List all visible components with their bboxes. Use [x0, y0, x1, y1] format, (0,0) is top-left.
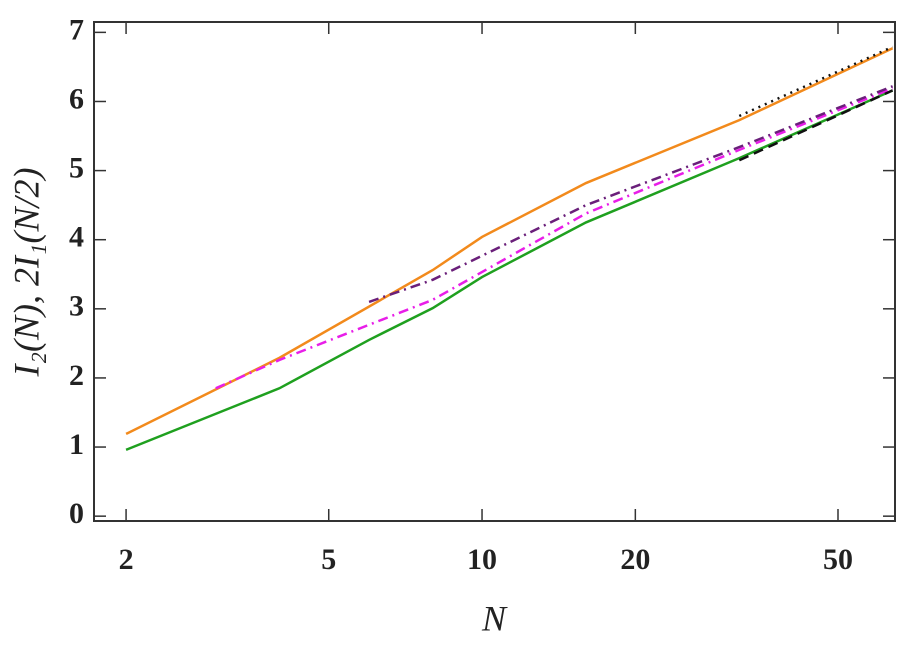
line-series — [738, 45, 894, 118]
y-tick-label: 6 — [69, 82, 84, 115]
y-tick-label: 4 — [69, 221, 84, 254]
y-tick-label: 7 — [69, 13, 84, 46]
x-tick-label: 10 — [467, 543, 497, 576]
y-tick-label: 0 — [69, 497, 84, 530]
y-tick-label: 5 — [69, 151, 84, 184]
line-series — [368, 85, 894, 304]
plot-frame — [93, 21, 896, 522]
line-series — [125, 47, 894, 436]
x-axis-label: N — [481, 598, 508, 638]
x-tick-label: 5 — [321, 543, 336, 576]
y-tick-label: 1 — [69, 428, 84, 461]
line-series — [215, 87, 894, 390]
y-tick-label: 3 — [69, 290, 84, 323]
line-series — [738, 89, 894, 162]
line-series — [125, 89, 894, 451]
x-tick-label: 50 — [823, 543, 853, 576]
x-tick-label: 20 — [620, 543, 650, 576]
x-tick-label: 2 — [119, 543, 134, 576]
y-tick-label: 2 — [69, 359, 84, 392]
y-axis-label: I₂(N), 2I₁(N/2) — [6, 168, 46, 378]
